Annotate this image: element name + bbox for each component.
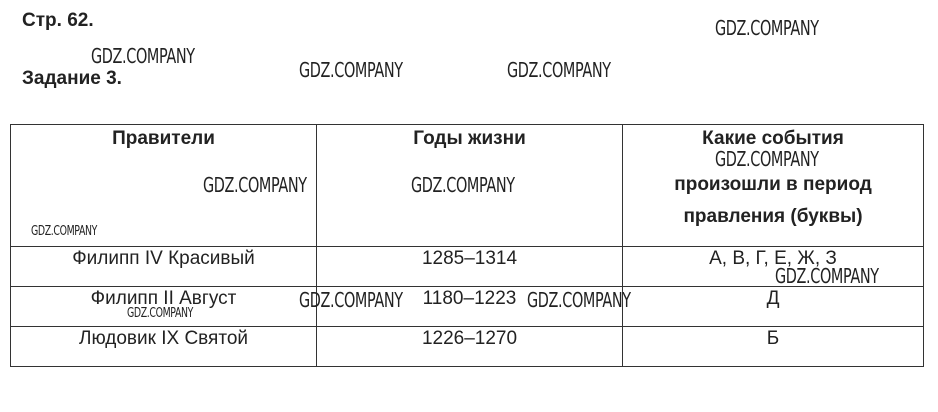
- years-cell: 1226–1270: [316, 326, 623, 367]
- watermark: GDZ.COMPANY: [411, 173, 515, 197]
- rulers-table: Правители Годы жизни Какие события произ…: [10, 124, 924, 367]
- watermark: GDZ.COMPANY: [127, 306, 194, 321]
- table-header-row: Правители Годы жизни Какие события произ…: [10, 124, 924, 247]
- years-cell: 1180–1223: [316, 286, 623, 327]
- watermark: GDZ.COMPANY: [91, 44, 195, 68]
- ruler-cell: Филипп IV Красивый: [10, 246, 317, 287]
- watermark: GDZ.COMPANY: [507, 58, 611, 82]
- watermark: GDZ.COMPANY: [299, 58, 403, 82]
- table-row: Филипп IV Красивый 1285–1314 А, В, Г, Е,…: [10, 246, 924, 287]
- watermark: GDZ.COMPANY: [715, 147, 819, 171]
- page-number: Стр. 62.: [22, 10, 94, 31]
- header-rulers: Правители: [10, 124, 317, 247]
- header-years: Годы жизни: [316, 124, 623, 247]
- events-cell: А, В, Г, Е, Ж, З: [622, 246, 924, 287]
- header-events: Какие события произошли в период правлен…: [622, 124, 924, 247]
- table-row: Филипп II Август 1180–1223 Д: [10, 286, 924, 327]
- watermark: GDZ.COMPANY: [775, 264, 879, 288]
- table-row: Людовик IX Святой 1226–1270 Б: [10, 326, 924, 367]
- years-cell: 1285–1314: [316, 246, 623, 287]
- ruler-cell: Людовик IX Святой: [10, 326, 317, 367]
- watermark: GDZ.COMPANY: [715, 16, 819, 40]
- task-title: Задание 3.: [22, 68, 122, 89]
- watermark: GDZ.COMPANY: [299, 288, 403, 312]
- events-cell: Б: [622, 326, 924, 367]
- watermark: GDZ.COMPANY: [31, 224, 98, 239]
- watermark: GDZ.COMPANY: [527, 288, 631, 312]
- watermark: GDZ.COMPANY: [203, 173, 307, 197]
- ruler-cell: Филипп II Август: [10, 286, 317, 327]
- events-cell: Д: [622, 286, 924, 327]
